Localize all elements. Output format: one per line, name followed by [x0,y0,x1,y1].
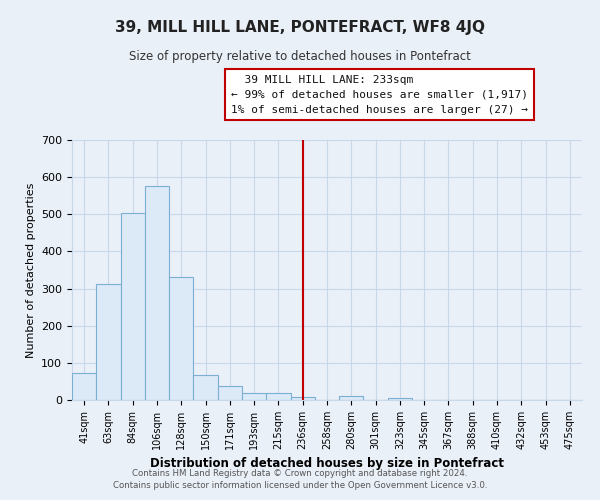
Text: 39, MILL HILL LANE, PONTEFRACT, WF8 4JQ: 39, MILL HILL LANE, PONTEFRACT, WF8 4JQ [115,20,485,35]
X-axis label: Distribution of detached houses by size in Pontefract: Distribution of detached houses by size … [150,458,504,470]
Bar [169,276,193,400]
Bar [339,396,364,400]
Text: Size of property relative to detached houses in Pontefract: Size of property relative to detached ho… [129,50,471,63]
Text: 39 MILL HILL LANE: 233sqm
← 99% of detached houses are smaller (1,917)
1% of sem: 39 MILL HILL LANE: 233sqm ← 99% of detac… [231,75,528,114]
Bar [121,213,145,400]
Bar [266,394,290,400]
Bar [388,398,412,400]
Bar [242,392,266,400]
Bar [193,374,218,400]
Text: Contains HM Land Registry data © Crown copyright and database right 2024.
Contai: Contains HM Land Registry data © Crown c… [113,468,487,490]
Bar [218,386,242,400]
Bar [96,284,121,400]
Bar [145,186,169,400]
Bar [72,374,96,400]
Bar [290,397,315,400]
Y-axis label: Number of detached properties: Number of detached properties [26,182,35,358]
